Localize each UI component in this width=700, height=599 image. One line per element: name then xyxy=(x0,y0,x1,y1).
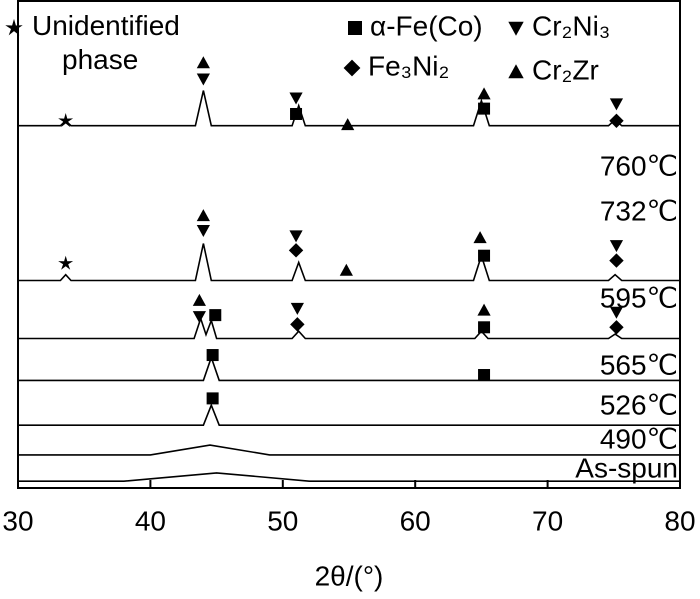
phase-marker xyxy=(478,249,491,262)
x-tick-label: 80 xyxy=(664,505,695,536)
legend-label: Fe₃Ni₂ xyxy=(368,50,449,81)
xrd-pattern xyxy=(18,90,680,127)
phase-marker xyxy=(206,349,219,362)
legend-symbol xyxy=(5,18,23,36)
phase-marker xyxy=(209,309,222,322)
legend-symbol xyxy=(348,21,362,35)
phase-marker xyxy=(58,113,74,128)
phase-marker xyxy=(609,98,624,111)
legend-label: Cr₂Ni₃ xyxy=(532,10,610,41)
phase-marker xyxy=(341,118,355,131)
legend-label: Cr₂Zr xyxy=(532,54,599,85)
legend-label: Unidentified phase xyxy=(32,10,180,75)
legend-label: α-Fe(Co) xyxy=(370,10,483,41)
phase-marker xyxy=(478,321,491,334)
xrd-pattern xyxy=(18,472,680,482)
x-tick-label: 70 xyxy=(532,505,563,536)
x-tick-label: 30 xyxy=(2,505,33,536)
phase-marker xyxy=(609,253,624,268)
phase-marker xyxy=(206,392,219,405)
legend-symbol xyxy=(508,21,524,36)
pattern-label: 732℃ xyxy=(600,195,678,226)
plot-frame xyxy=(17,0,681,489)
x-tick-label: 60 xyxy=(400,505,431,536)
phase-marker xyxy=(609,306,624,319)
xrd-pattern xyxy=(18,355,680,382)
phase-marker xyxy=(192,311,206,324)
xrd-pattern xyxy=(18,315,680,340)
phase-marker xyxy=(192,293,206,306)
phase-marker xyxy=(290,302,304,315)
phase-marker xyxy=(609,113,624,129)
phase-marker xyxy=(609,240,624,253)
pattern-label: As-spun xyxy=(575,452,678,483)
phase-marker xyxy=(290,317,305,332)
pattern-label: 565℃ xyxy=(600,349,678,380)
phase-marker xyxy=(58,255,74,270)
phase-marker xyxy=(478,369,491,382)
pattern-label: 490℃ xyxy=(600,423,678,454)
phase-marker xyxy=(609,320,624,335)
phase-marker xyxy=(477,87,491,100)
phase-marker xyxy=(196,209,210,222)
phase-marker xyxy=(477,303,491,316)
phase-marker xyxy=(196,224,210,237)
phase-marker xyxy=(289,230,303,243)
x-tick-label: 50 xyxy=(267,505,298,536)
xrd-pattern xyxy=(18,403,680,426)
pattern-label: 526℃ xyxy=(600,389,678,420)
x-tick-label: 40 xyxy=(135,505,166,536)
xrd-pattern xyxy=(18,243,680,282)
phase-marker xyxy=(478,102,491,115)
phase-marker xyxy=(289,92,303,105)
phase-marker xyxy=(288,243,304,258)
phase-marker xyxy=(196,56,210,69)
phase-marker xyxy=(196,73,210,86)
phase-marker xyxy=(339,263,353,276)
legend-symbol xyxy=(508,64,524,79)
pattern-label: 760℃ xyxy=(600,150,678,181)
legend-symbol xyxy=(343,59,361,77)
phase-marker xyxy=(290,107,303,120)
phase-marker xyxy=(473,231,487,244)
xrd-pattern xyxy=(18,444,680,456)
x-axis-label: 2θ/(°) xyxy=(315,560,384,591)
